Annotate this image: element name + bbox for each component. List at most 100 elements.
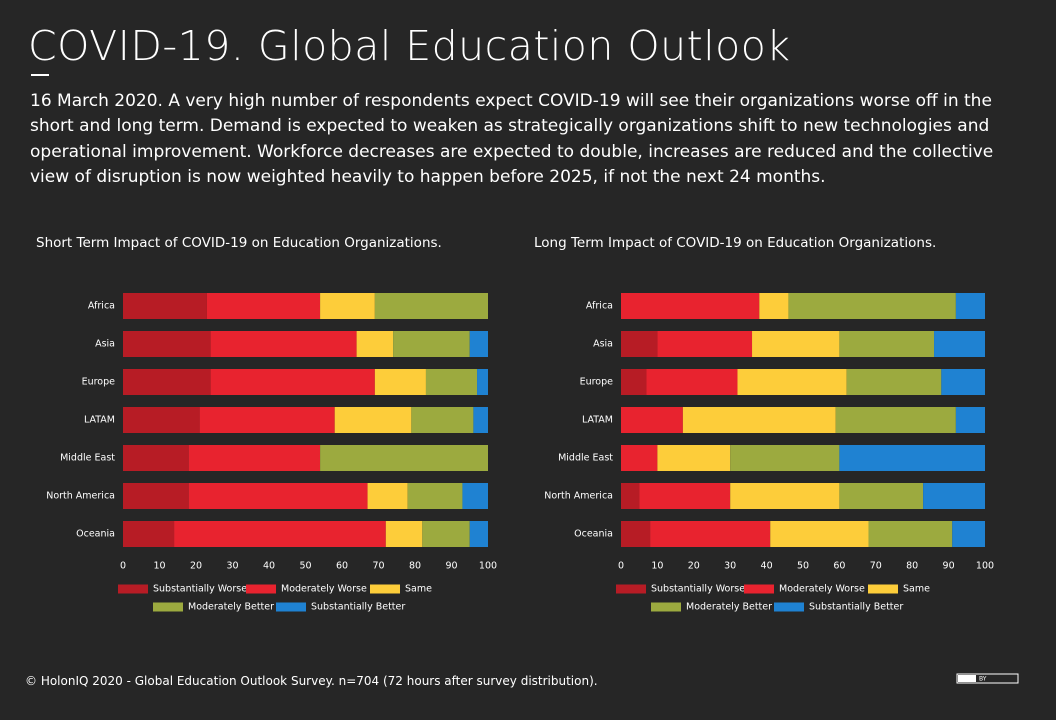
legend-label: Moderately Worse [779,584,865,595]
bar-segment [123,369,211,395]
bar-segment [923,483,985,509]
bar-segment [393,331,470,357]
bar-segment [752,331,840,357]
legend-swatch [246,584,276,594]
category-label: LATAM [582,415,613,426]
category-label: Oceania [574,529,613,540]
bar-segment [367,483,408,509]
bar-segment [462,483,488,509]
legend-swatch [774,602,804,612]
bar-segment [210,369,375,395]
bar-segment [941,369,985,395]
x-tick-label: 60 [833,561,845,572]
bar-segment [123,521,175,547]
bar-segment [934,331,985,357]
bar-segment [320,293,375,319]
category-label: Middle East [558,453,613,464]
bar-segment [788,293,956,319]
x-tick-label: 70 [372,561,384,572]
bar-segment [955,293,985,319]
category-label: Europe [82,377,116,388]
x-tick-label: 50 [299,561,311,572]
x-tick-label: 50 [797,561,809,572]
bar-segment [682,407,836,433]
bar-segment [385,521,423,547]
bar-segment [621,407,683,433]
chart-title: Short Term Impact of COVID-19 on Educati… [36,235,442,251]
category-label: Europe [580,377,614,388]
bar-segment [469,521,488,547]
bar-segment [473,407,488,433]
x-tick-label: 40 [263,561,275,572]
x-tick-label: 40 [761,561,773,572]
x-tick-label: 0 [120,561,126,572]
page-title: COVID-19. Global Education Outlook [28,22,791,70]
bar-segment [650,521,771,547]
bar-segment [123,407,200,433]
bar-segment [425,369,478,395]
bar-segment [621,331,658,357]
legend-label: Substantially Worse [153,584,247,595]
legend-label: Moderately Better [686,602,772,613]
license-badge-icon [958,675,976,682]
license-badge [956,673,1019,684]
bar-segment [374,293,488,319]
description: 16 March 2020. A very high number of res… [30,91,994,187]
bar-segment [210,331,357,357]
category-label: LATAM [84,415,115,426]
bar-segment [737,369,847,395]
bar-segment [657,445,731,471]
bar-segment [199,407,335,433]
x-tick-label: 80 [906,561,918,572]
x-tick-label: 0 [618,561,624,572]
bar-segment [356,331,394,357]
legend-label: Same [903,584,930,595]
bar-segment [621,445,658,471]
x-tick-label: 10 [651,561,663,572]
bar-segment [770,521,869,547]
bar-segment [206,293,321,319]
bar-segment [621,521,651,547]
category-label: Asia [593,339,613,350]
legend-label: Same [405,584,432,595]
category-label: Africa [586,301,613,312]
legend-swatch [616,584,646,594]
legend-label: Substantially Better [809,602,903,613]
category-label: Asia [95,339,115,350]
bar-segment [868,521,953,547]
bar-segment [188,483,368,509]
legend-swatch [370,584,400,594]
bar-segment [123,293,207,319]
bar-segment [955,407,985,433]
x-tick-label: 100 [479,561,497,572]
category-label: North America [46,491,115,502]
bar-segment [422,521,470,547]
license-text: BY [979,676,987,683]
category-label: Oceania [76,529,115,540]
bar-segment [320,445,488,471]
bar-segment [952,521,985,547]
x-tick-label: 90 [943,561,955,572]
bar-segment [846,369,942,395]
x-tick-label: 70 [870,561,882,572]
bar-segment [730,483,840,509]
footer: © HolonIQ 2020 - Global Education Outloo… [25,674,598,688]
bar-segment [657,331,753,357]
bar-segment [639,483,731,509]
bar-segment [839,483,924,509]
legend-swatch [153,602,183,612]
legend-swatch [868,584,898,594]
bar-segment [123,445,189,471]
legend-swatch [651,602,681,612]
bar-segment [730,445,840,471]
bar-segment [621,483,640,509]
bar-segment [123,483,189,509]
chart-title: Long Term Impact of COVID-19 on Educatio… [534,235,936,251]
x-tick-label: 20 [688,561,700,572]
bar-segment [621,369,647,395]
legend-label: Moderately Worse [281,584,367,595]
bar-segment [621,293,760,319]
legend-swatch [744,584,774,594]
